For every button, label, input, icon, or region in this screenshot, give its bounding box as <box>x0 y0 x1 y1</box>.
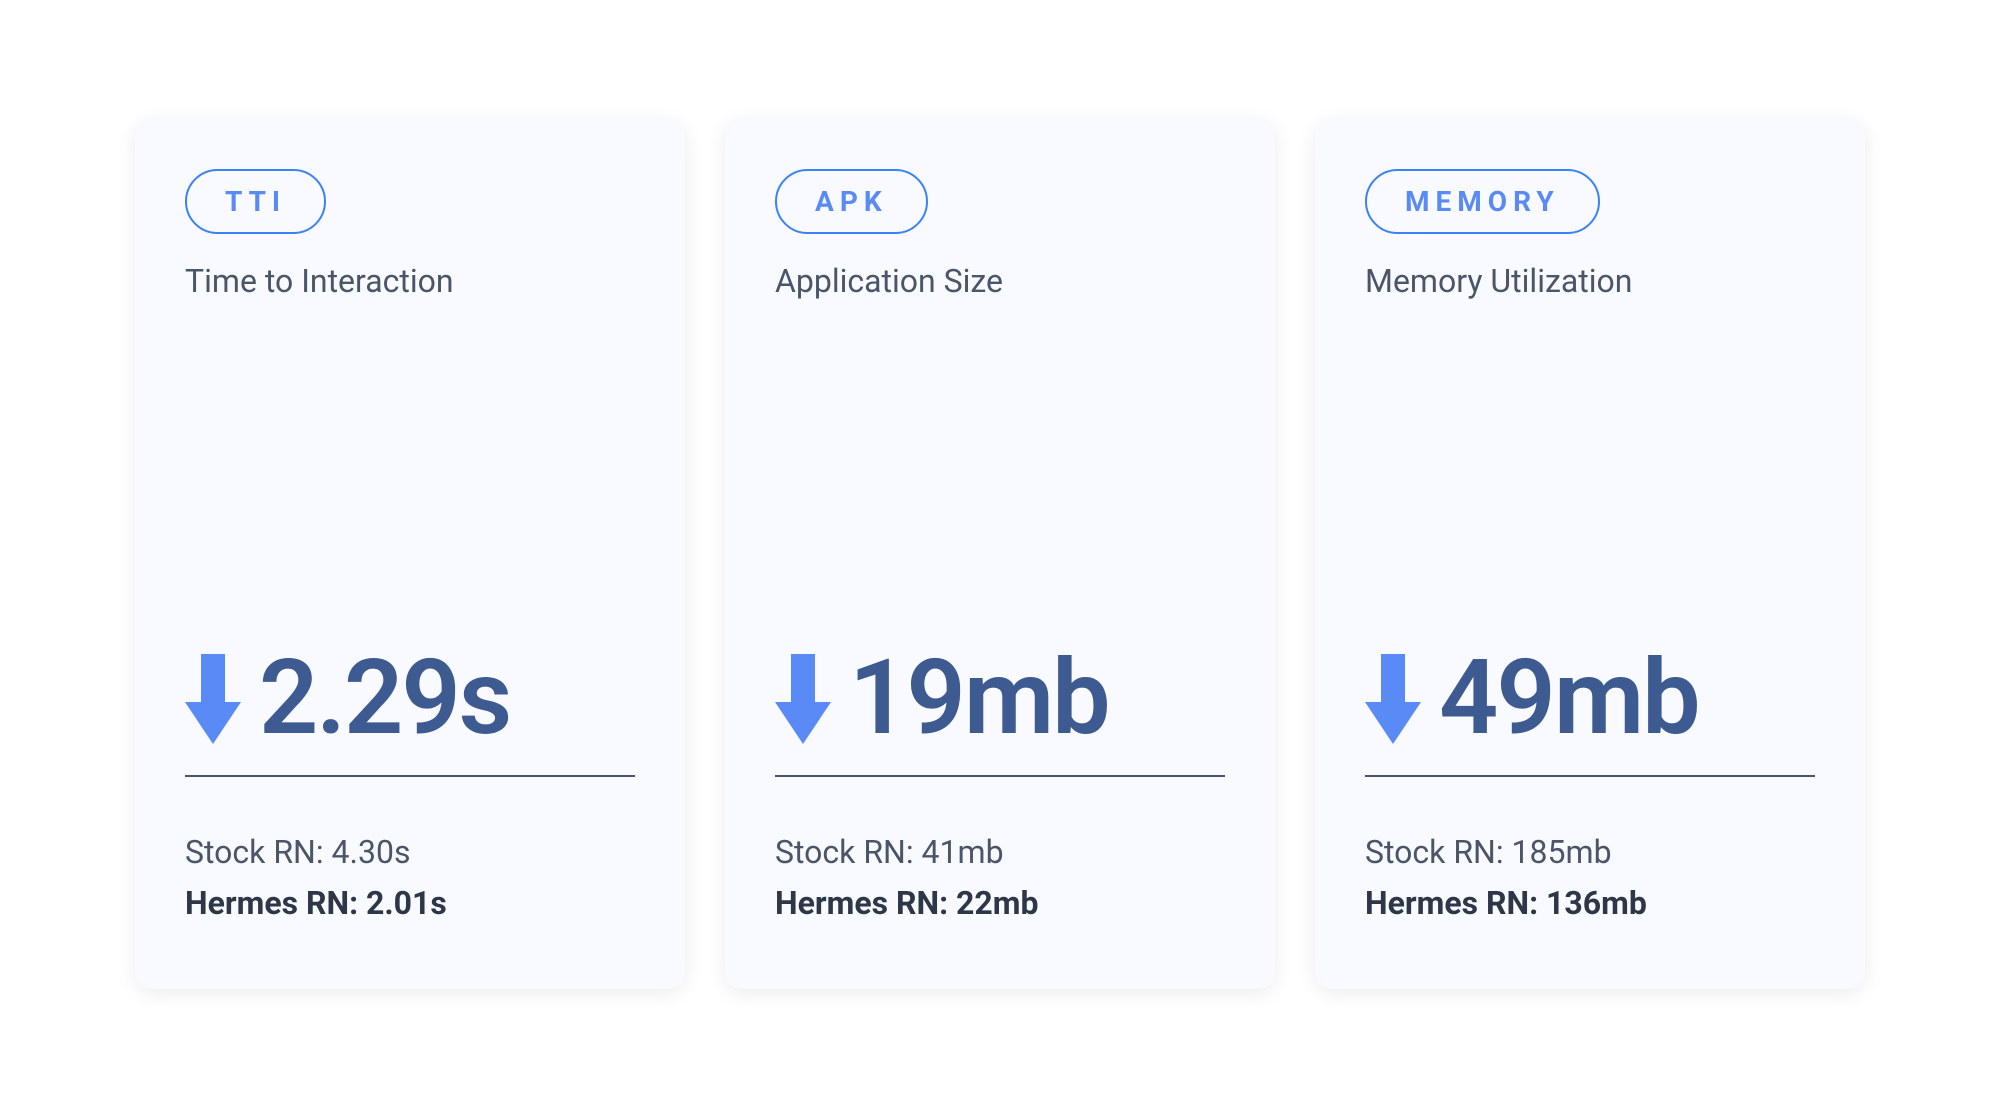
arrow-down-icon <box>185 654 241 744</box>
comparison-tti: Stock RN: 4.30s Hermes RN: 2.01s <box>185 827 635 929</box>
badge-apk: APK <box>775 169 928 234</box>
hermes-line-memory: Hermes RN: 136mb <box>1365 878 1815 929</box>
metric-value-memory: 49mb <box>1439 647 1699 751</box>
arrow-down-icon <box>775 654 831 744</box>
divider <box>775 775 1225 777</box>
stock-line-apk: Stock RN: 41mb <box>775 827 1225 878</box>
divider <box>1365 775 1815 777</box>
metric-row-apk: 19mb <box>775 647 1225 751</box>
metric-card-memory: MEMORY Memory Utilization 49mb Stock RN:… <box>1315 119 1865 989</box>
metric-row-tti: 2.29s <box>185 647 635 751</box>
metrics-cards-container: TTI Time to Interaction 2.29s Stock RN: … <box>95 79 1905 1029</box>
arrow-down-icon <box>1365 654 1421 744</box>
subtitle-memory: Memory Utilization <box>1365 262 1815 300</box>
divider <box>185 775 635 777</box>
hermes-line-apk: Hermes RN: 22mb <box>775 878 1225 929</box>
metric-row-memory: 49mb <box>1365 647 1815 751</box>
metric-value-apk: 19mb <box>849 647 1109 751</box>
stock-line-tti: Stock RN: 4.30s <box>185 827 635 878</box>
badge-memory: MEMORY <box>1365 169 1600 234</box>
metric-card-apk: APK Application Size 19mb Stock RN: 41mb… <box>725 119 1275 989</box>
badge-tti: TTI <box>185 169 326 234</box>
subtitle-tti: Time to Interaction <box>185 262 635 300</box>
stock-line-memory: Stock RN: 185mb <box>1365 827 1815 878</box>
metric-card-tti: TTI Time to Interaction 2.29s Stock RN: … <box>135 119 685 989</box>
comparison-apk: Stock RN: 41mb Hermes RN: 22mb <box>775 827 1225 929</box>
hermes-line-tti: Hermes RN: 2.01s <box>185 878 635 929</box>
comparison-memory: Stock RN: 185mb Hermes RN: 136mb <box>1365 827 1815 929</box>
metric-value-tti: 2.29s <box>259 647 510 751</box>
subtitle-apk: Application Size <box>775 262 1225 300</box>
